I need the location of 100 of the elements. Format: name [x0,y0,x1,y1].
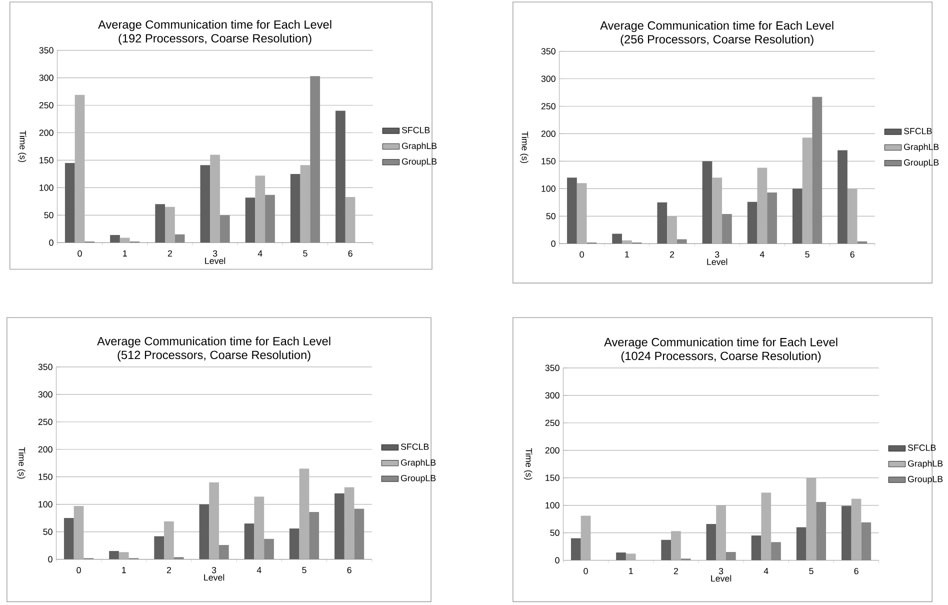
y-tick-label: 350 [541,48,556,55]
x-tick-label: 5 [302,567,306,574]
bar [706,524,716,560]
bar [155,204,166,243]
y-tick-label: 50 [43,528,52,536]
bar [245,198,256,243]
y-axis-title: Time (s) [524,448,532,480]
x-tick-label: 0 [580,251,584,258]
x-tick-label: 6 [854,568,858,574]
legend-label: GroupLB [904,159,939,168]
bar [747,202,758,244]
bar [612,234,622,244]
x-tick-label: 0 [78,250,82,257]
y-tick-label: 0 [48,556,52,563]
bar [120,238,130,243]
x-tick-label: 2 [674,568,678,574]
legend-label: GraphLB [400,459,436,468]
x-tick-label: 4 [760,251,764,258]
legend-label: SFCLB [908,444,936,452]
bar [244,524,254,560]
chart-subtitle: (256 Processors, Coarse Resolution) [620,34,814,46]
y-tick-label: 300 [545,392,560,399]
x-tick-label: 0 [584,568,588,574]
bar [64,518,74,560]
x-tick-label: 1 [122,567,126,574]
bar [218,545,229,560]
y-tick-label: 250 [38,418,52,426]
bar [816,502,826,560]
y-tick-label: 150 [40,157,54,164]
y-tick-label: 350 [38,364,52,370]
legend-label: SFCLB [402,127,430,134]
bar [838,150,848,244]
bar [796,527,806,560]
legend-label: GroupLB [402,158,437,167]
bar [154,536,164,560]
y-axis-title: Time (s) [520,132,528,164]
bar [771,542,781,560]
bar [657,202,668,244]
y-tick-label: 150 [546,474,560,482]
x-tick-label: 6 [348,250,352,257]
bar [118,552,129,560]
y-axis-title: Time (s) [16,447,26,479]
x-tick-label: 3 [714,251,720,258]
x-tick-label: 2 [168,250,172,257]
legend-label: GraphLB [904,144,939,152]
y-tick-label: 350 [545,364,560,372]
y-tick-label: 250 [541,103,556,110]
x-tick-label: 3 [212,567,216,574]
y-tick-label: 200 [38,446,52,453]
y-tick-label: 50 [546,213,556,220]
y-tick-label: 0 [555,557,560,564]
x-axis-title: Level [707,258,728,266]
chart-title: Average Communication time for Each Level [98,20,332,32]
x-tick-label: 2 [670,251,674,258]
bar [110,235,120,243]
y-tick-label: 100 [546,502,560,509]
bar [64,163,75,243]
y-tick-label: 250 [39,102,54,109]
x-axis-title: Level [205,258,226,264]
bar [751,536,762,560]
x-tick-label: 5 [303,250,308,257]
y-tick-label: 300 [39,74,54,82]
x-tick-label: 4 [256,567,262,574]
x-tick-label: 2 [166,567,171,574]
bar [354,508,364,560]
y-tick-label: 350 [39,47,54,54]
x-tick-label: 5 [805,251,810,258]
y-tick-label: 200 [39,130,54,136]
bar [792,188,802,244]
bar [199,504,210,560]
chart-title: Average Communication time for Each Level [604,338,838,349]
y-tick-label: 50 [44,212,54,218]
legend-label: GroupLB [400,475,436,484]
bar [861,522,872,560]
bar [570,538,581,560]
x-tick-label: 4 [764,568,768,574]
y-tick-label: 250 [545,420,560,426]
legend-label: GraphLB [908,460,943,469]
y-tick-label: 0 [49,240,54,246]
x-tick-label: 5 [809,568,814,574]
y-tick-label: 100 [38,501,52,508]
chart-title: Average Communication time for Each Level [600,21,834,32]
y-tick-label: 0 [551,240,556,247]
y-tick-label: 200 [541,130,556,138]
bar [289,528,300,560]
chart-title: Average Communication time for Each Level [97,336,330,348]
y-tick-label: 100 [40,184,54,192]
x-tick-label: 6 [347,567,352,574]
x-tick-label: 1 [629,568,633,574]
x-tick-label: 0 [76,567,81,574]
legend-label: GraphLB [402,142,437,151]
y-tick-label: 150 [542,158,556,165]
bar [200,165,210,243]
y-tick-label: 200 [545,447,560,454]
bar [567,178,577,244]
y-tick-label: 150 [38,474,52,480]
bar [842,506,852,560]
bar [726,552,736,560]
bar [622,240,632,244]
y-tick-label: 100 [542,186,556,192]
